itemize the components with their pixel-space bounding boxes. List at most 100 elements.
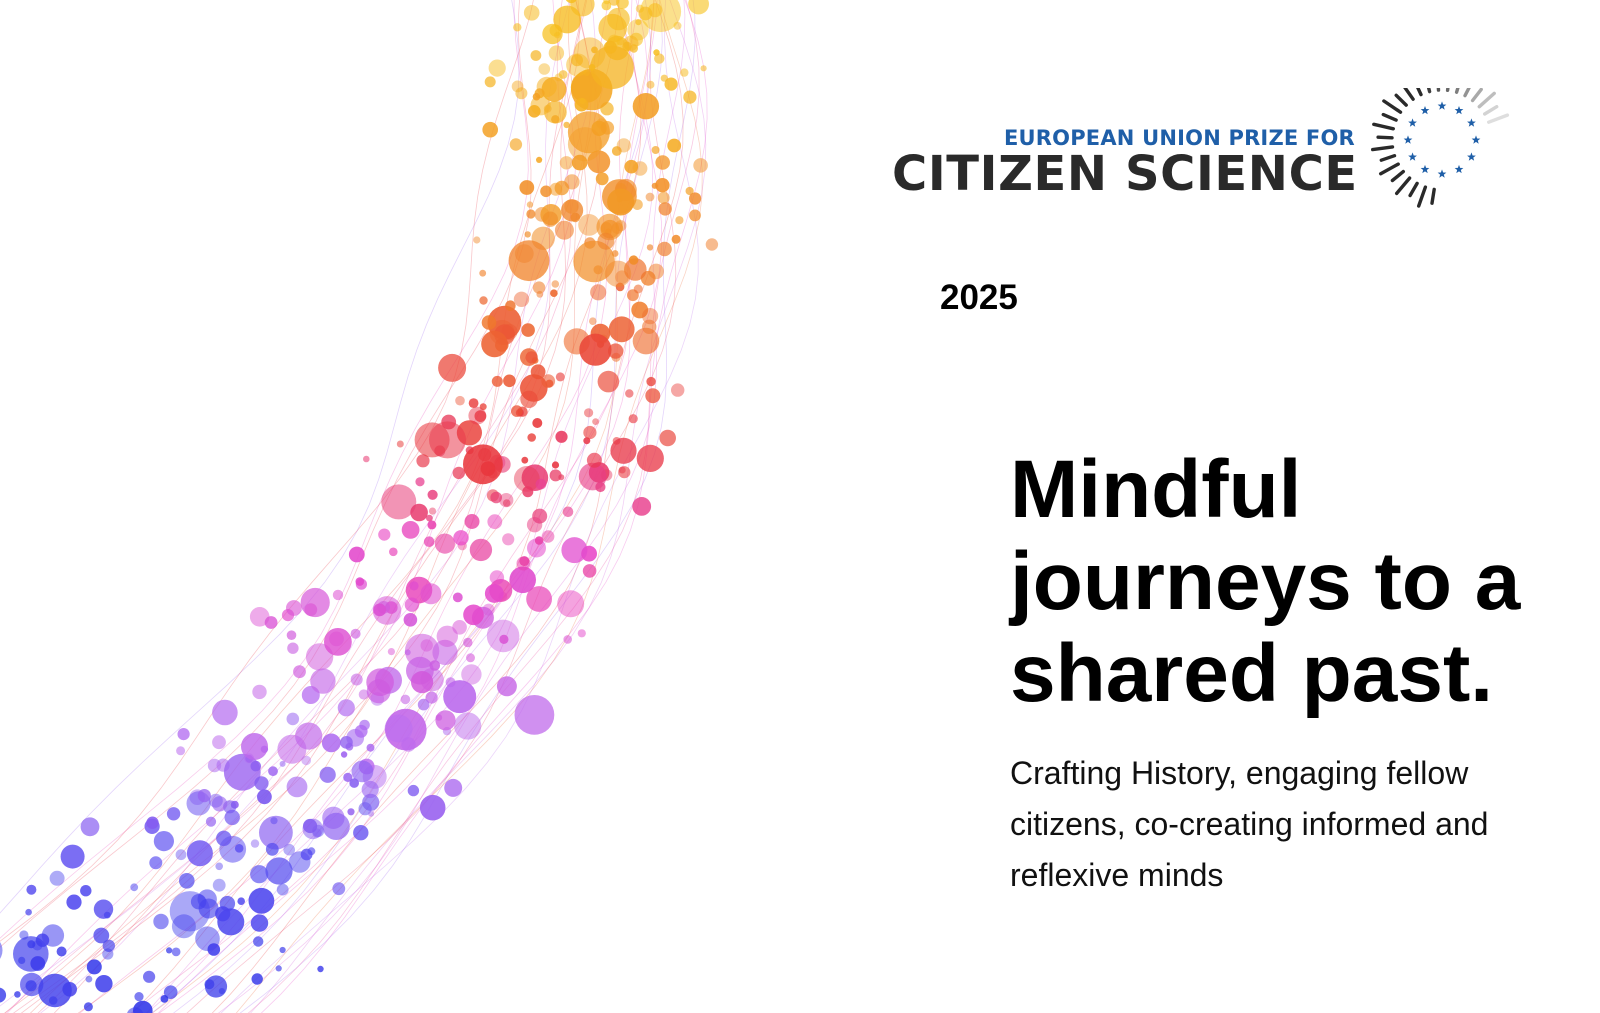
stream-dot	[340, 736, 353, 749]
stream-dot	[583, 425, 597, 440]
stream-dot	[265, 857, 293, 885]
stream-dot	[103, 911, 111, 919]
stream-dot	[149, 856, 163, 870]
stream-dot	[56, 946, 67, 957]
stream-dot	[608, 316, 635, 343]
stream-dot	[526, 517, 543, 533]
stream-dot	[586, 452, 602, 468]
stream-dot	[636, 444, 664, 472]
stream-dot	[252, 684, 267, 700]
stream-dot	[524, 231, 531, 238]
stream-dot	[427, 520, 437, 530]
stream-dot	[176, 746, 186, 756]
stream-dot	[417, 698, 430, 711]
stream-dot	[134, 992, 144, 1002]
stream-dot	[257, 789, 272, 805]
sunburst-ray	[1477, 91, 1496, 109]
stream-strand	[157, 0, 663, 1013]
stream-dot	[166, 947, 173, 954]
year-label: 2025	[940, 278, 1018, 317]
stream-dot	[453, 530, 469, 546]
stream-dot	[319, 766, 336, 783]
sunburst-ray	[1395, 176, 1412, 196]
stream-dot	[19, 930, 29, 940]
stream-dot	[590, 45, 634, 90]
sunburst-ray	[1370, 145, 1395, 152]
stream-dot	[554, 31, 561, 39]
stream-dot	[513, 291, 530, 307]
stream-dot	[237, 897, 245, 905]
stream-dot	[368, 810, 375, 817]
eu-star-icon	[1454, 105, 1464, 115]
stream-dot	[248, 887, 275, 914]
stream-dot	[435, 710, 456, 731]
stream-dot	[645, 192, 655, 202]
stream-dot	[30, 956, 46, 971]
stream-dot	[618, 466, 626, 474]
stream-dot	[611, 146, 622, 156]
stream-dot	[632, 93, 660, 120]
stream-dot	[215, 862, 223, 871]
stream-dot	[505, 300, 516, 312]
stream-dot	[468, 406, 487, 425]
stream-dot	[469, 538, 493, 562]
stream-dot	[616, 138, 631, 153]
stream-dot	[578, 462, 607, 491]
stream-dot	[502, 499, 511, 507]
stream-dot	[563, 121, 570, 129]
stream-dot	[685, 186, 694, 196]
sunburst-ray	[1416, 88, 1423, 97]
stream-dot	[555, 372, 565, 382]
stream-dot	[700, 65, 707, 72]
stream-dot	[275, 965, 282, 972]
sunburst-ray	[1372, 122, 1395, 131]
headline-line-2: journeys to a	[1010, 536, 1521, 627]
stream-dot	[153, 913, 169, 930]
stream-dot	[86, 959, 102, 975]
headline: Mindful journeys to a shared past.	[1010, 444, 1590, 720]
stream-dot	[542, 530, 555, 543]
stream-dot	[532, 418, 543, 428]
stream-dot	[348, 546, 365, 563]
stream-dot	[160, 995, 169, 1003]
stream-dot	[519, 180, 535, 195]
stream-dot	[603, 0, 610, 5]
stream-dot	[350, 673, 363, 686]
stream-dot	[671, 234, 681, 244]
stream-strand	[0, 0, 534, 942]
stream-dot	[95, 975, 113, 993]
stream-dot	[571, 154, 588, 171]
stream-dot	[212, 735, 226, 750]
stream-dot	[481, 330, 508, 358]
stream-dot	[610, 437, 637, 464]
stream-dot	[561, 199, 584, 222]
stream-dot	[491, 375, 503, 387]
logo-title: CITIZEN SCIENCE	[892, 146, 1358, 202]
stream-dot	[527, 433, 536, 442]
stream-dot	[452, 466, 465, 480]
stream-dot	[488, 59, 506, 77]
stream-dot	[249, 607, 270, 627]
stream-dot	[25, 980, 37, 992]
stream-dot	[259, 815, 293, 850]
stream-dot	[566, 53, 590, 77]
stream-dot	[548, 45, 565, 61]
stream-dot	[179, 873, 195, 889]
stream-dot	[404, 597, 420, 612]
stream-dot	[463, 604, 484, 626]
stream-dot	[463, 444, 503, 485]
stream-dot	[473, 236, 481, 244]
stream-dot	[127, 1007, 144, 1013]
stream-dot	[287, 642, 299, 654]
stream-dot	[354, 724, 368, 738]
stream-dot	[175, 849, 187, 861]
headline-line-1: Mindful	[1010, 444, 1302, 535]
stream-dot	[577, 629, 586, 638]
stream-dot	[632, 497, 652, 516]
stream-dot	[14, 991, 21, 998]
stream-dot	[302, 818, 324, 840]
stream-strand	[40, 0, 596, 1013]
stream-dot	[80, 885, 92, 897]
stream-dot	[349, 778, 360, 788]
stream-dot	[385, 708, 427, 751]
